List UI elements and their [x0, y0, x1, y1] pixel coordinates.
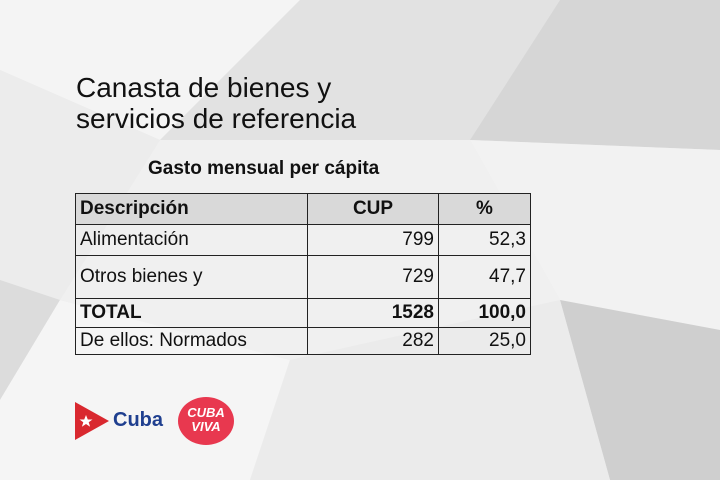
row-cup: 729 — [307, 255, 439, 299]
row-cup: 799 — [307, 224, 439, 256]
header-percent: % — [438, 193, 531, 225]
title-line-2: servicios de referencia — [76, 103, 357, 134]
viva-line-2: VIVA — [191, 419, 221, 434]
row-percent: 52,3 — [438, 224, 531, 256]
row-label: Alimentación — [75, 224, 308, 256]
table-row: De ellos: Normados 282 25,0 — [75, 327, 531, 355]
table-subtitle: Gasto mensual per cápita — [148, 158, 380, 179]
header-cup: CUP — [307, 193, 439, 225]
table-row: Otros bienes y 729 47,7 — [75, 255, 531, 299]
row-label: De ellos: Normados — [75, 327, 308, 355]
header-description: Descripción — [75, 193, 308, 225]
row-label: TOTAL — [75, 298, 308, 328]
cuba-viva-logo: CUBA VIVA — [176, 396, 236, 446]
table-header-row: Descripción CUP % — [75, 193, 531, 225]
row-label: Otros bienes y — [75, 255, 308, 299]
table-row: Alimentación 799 52,3 — [75, 224, 531, 256]
row-percent: 100,0 — [438, 298, 531, 328]
row-percent: 47,7 — [438, 255, 531, 299]
cuba-viva-badge-icon — [178, 397, 234, 445]
cuba-logo-text: Cuba — [113, 409, 163, 431]
viva-line-1: CUBA — [187, 405, 225, 420]
cuba-logo: Cuba — [75, 400, 170, 442]
cuba-flag-icon — [75, 402, 109, 440]
row-cup: 1528 — [307, 298, 439, 328]
spending-table: Descripción CUP % Alimentación 799 52,3 … — [75, 193, 531, 355]
row-cup: 282 — [307, 327, 439, 355]
row-percent: 25,0 — [438, 327, 531, 355]
slide-title: Canasta de bienes y servicios de referen… — [76, 72, 356, 134]
title-line-1: Canasta de bienes y — [76, 72, 332, 103]
table-row-total: TOTAL 1528 100,0 — [75, 298, 531, 328]
